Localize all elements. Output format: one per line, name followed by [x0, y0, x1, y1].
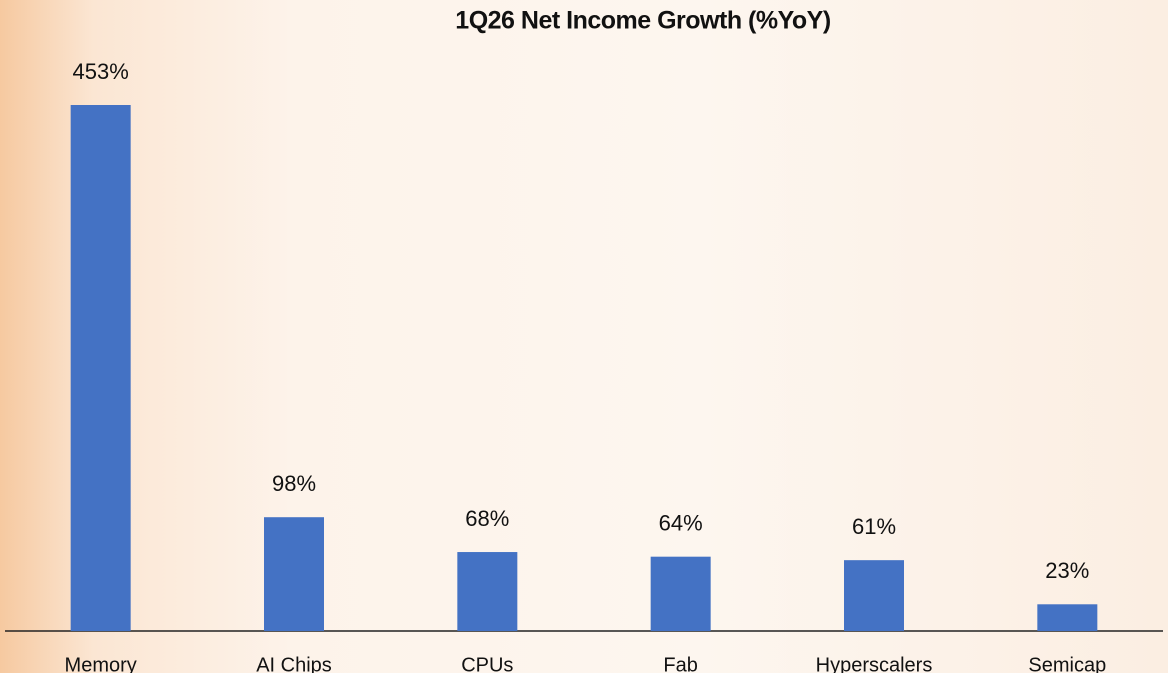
x-tick-label: CPUs [461, 654, 513, 673]
value-label: 64% [659, 510, 703, 535]
bar [1037, 604, 1098, 631]
value-label: 68% [465, 506, 509, 531]
chart-title: 1Q26 Net Income Growth (%YoY) [455, 7, 831, 35]
x-tick-label: Hyperscalers [816, 654, 933, 673]
x-tick-label: Fab [663, 654, 697, 673]
value-label: 61% [852, 514, 896, 539]
value-label: 98% [272, 471, 316, 496]
value-label: 23% [1045, 558, 1089, 583]
x-tick-label: Memory [65, 654, 137, 673]
bar [650, 556, 711, 631]
x-tick-label: Semicap [1028, 654, 1106, 673]
x-tick-label: AI Chips [256, 654, 332, 673]
bar [457, 552, 518, 631]
value-label: 453% [73, 59, 129, 84]
bar [264, 517, 324, 631]
bar [70, 105, 131, 631]
bar [844, 560, 904, 631]
